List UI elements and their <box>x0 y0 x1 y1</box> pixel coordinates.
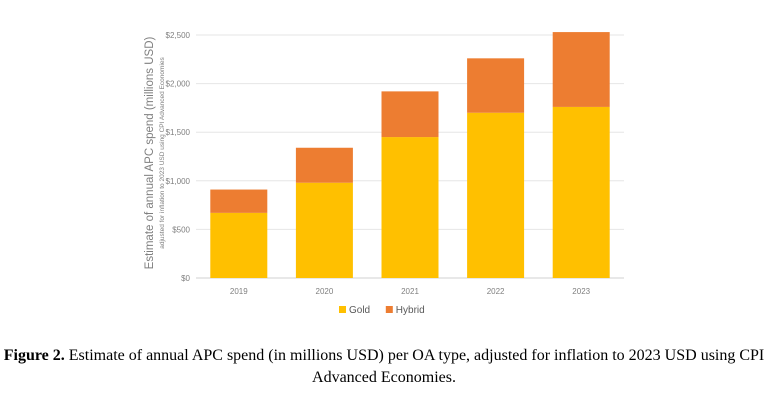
y-tick-label: $2,000 <box>166 80 191 89</box>
y-tick-label: $2,500 <box>166 31 191 40</box>
y-axis-subtitle: adjusted for inflation to 2023 USD using… <box>159 57 166 249</box>
x-tick-label: 2023 <box>572 287 590 296</box>
bar-gold-2021 <box>381 137 439 278</box>
bar-hybrid-2023 <box>552 32 610 107</box>
stacked-bar-chart: 2019 2020 2021 2022 2023 $0$500$1,000$1,500$… <box>144 31 624 316</box>
legend-swatch-gold <box>339 306 346 313</box>
y-tick-label: $1,500 <box>166 128 191 137</box>
legend-swatch-hybrid <box>385 306 393 313</box>
y-tick-labels: $0 $500 $1,000 $1,500 $2,000 $2,500 <box>166 31 191 283</box>
figure-label: Figure 2. <box>3 347 65 364</box>
legend-label-gold: Gold <box>349 305 370 316</box>
figure-caption-text: Estimate of annual APC spend (in million… <box>68 347 765 386</box>
x-tick-labels: 2019 2020 2021 2022 2023 <box>230 287 591 296</box>
bar-gold-2023 <box>552 106 610 278</box>
legend: Gold Hybrid <box>339 305 425 316</box>
y-axis-title: Estimate of annual APC spend (millions U… <box>144 37 156 270</box>
x-tick-label: 2021 <box>401 287 419 296</box>
bar-hybrid-2021 <box>381 91 439 138</box>
bar-gold-2022 <box>467 112 525 278</box>
y-tick-label: $500 <box>172 225 190 234</box>
x-tick-label: 2019 <box>230 287 248 296</box>
figure-caption: Figure 2. Estimate of annual APC spend (… <box>0 345 768 389</box>
bars <box>210 32 610 278</box>
y-tick-label: $0 <box>181 274 190 283</box>
y-axis-title-group: Estimate of annual APC spend (millions U… <box>144 37 166 270</box>
y-tick-label: $1,000 <box>166 177 191 186</box>
legend-label-hybrid: Hybrid <box>396 305 425 316</box>
bar-hybrid-2022 <box>467 58 525 113</box>
bar-hybrid-2020 <box>295 147 353 183</box>
x-tick-label: 2022 <box>487 287 505 296</box>
bar-hybrid-2019 <box>210 189 268 213</box>
x-tick-label: 2020 <box>316 287 334 296</box>
bar-gold-2019 <box>210 212 268 278</box>
bar-gold-2020 <box>295 182 353 278</box>
